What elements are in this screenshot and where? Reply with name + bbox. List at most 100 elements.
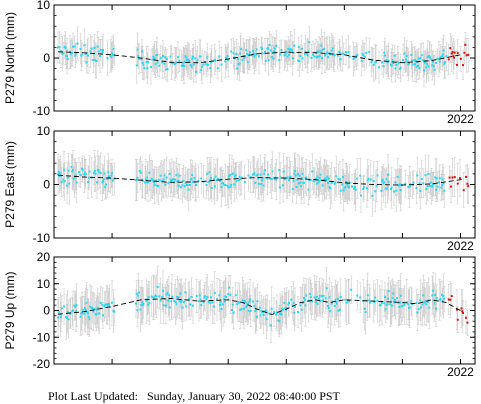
data-point [376,174,379,177]
data-point [216,67,219,70]
data-point [57,170,60,173]
data-point [336,297,339,300]
data-point [366,179,369,182]
data-point [164,183,167,186]
data-point [319,300,322,303]
data-point [141,62,144,65]
data-point [256,173,259,176]
data-point [321,48,324,51]
data-point [299,181,302,184]
data-point [304,50,307,53]
data-point [355,55,358,58]
recent-data-point [459,177,461,180]
data-point [102,180,104,183]
data-point [369,301,371,304]
data-point [192,63,195,66]
data-point [306,52,308,55]
data-point [264,50,266,53]
data-point [83,312,86,315]
data-point [236,67,239,70]
data-point [93,307,96,310]
data-point [315,295,318,298]
data-point [89,305,92,308]
data-point [240,176,243,179]
data-point [285,51,288,54]
data-point [105,303,108,306]
data-point [213,58,216,61]
data-point [192,180,194,183]
data-point [395,189,398,192]
data-point [262,184,265,187]
data-point [325,178,328,181]
data-point [307,299,310,302]
data-point [150,295,153,298]
data-point [339,52,341,55]
data-point [330,181,333,184]
data-point [84,307,86,310]
data-point [138,170,141,173]
data-point [135,64,138,67]
data-point [57,316,59,319]
error-bars [56,265,469,344]
data-point [213,178,215,181]
data-point [382,65,385,68]
data-point [282,184,284,187]
data-point [395,63,398,66]
y-tick-label: -10 [33,231,51,245]
data-point [218,294,221,297]
data-point [107,171,110,174]
data-point [325,52,328,55]
data-point [339,189,342,192]
data-point [309,178,312,181]
data-point [429,184,431,187]
data-point [143,66,146,69]
data-point [102,49,104,52]
data-point [273,178,276,181]
data-point [247,309,250,312]
data-point [287,303,290,306]
data-point [199,55,202,58]
data-point [254,181,257,184]
data-point [372,63,375,66]
data-point [64,47,67,50]
data-point [356,294,359,297]
data-point [227,58,230,61]
data-point [356,177,359,180]
data-point [405,54,408,57]
y-tick-label: 0 [43,51,50,65]
data-point [385,178,388,181]
data-point [182,179,185,182]
recent-data-point [465,316,467,319]
data-point [270,307,273,310]
data-point [269,177,272,180]
footer-label: Plot Last Updated: [48,389,138,403]
data-point [202,301,205,304]
recent-data-point [447,298,450,301]
data-point [210,296,212,299]
data-point [180,186,182,189]
data-point [205,183,208,186]
data-point [159,57,162,60]
recent-data-point [450,52,453,55]
data-point [354,188,357,191]
data-point [148,302,151,305]
data-point [93,172,95,175]
data-point [171,178,173,181]
data-point [252,300,254,303]
data-point [93,46,96,49]
data-point [416,61,419,64]
data-point [161,295,164,298]
data-point [286,55,289,58]
data-point [324,177,327,180]
data-point [68,182,71,185]
data-point [365,51,368,54]
data-point [228,175,230,178]
data-point [325,287,328,290]
data-point [244,301,247,304]
y-axis-label: P279 East (mm) [3,141,17,228]
data-point [227,186,230,189]
data-point [228,286,230,289]
data-point [156,53,158,56]
recent-data-point [463,51,466,54]
data-point [316,50,319,53]
